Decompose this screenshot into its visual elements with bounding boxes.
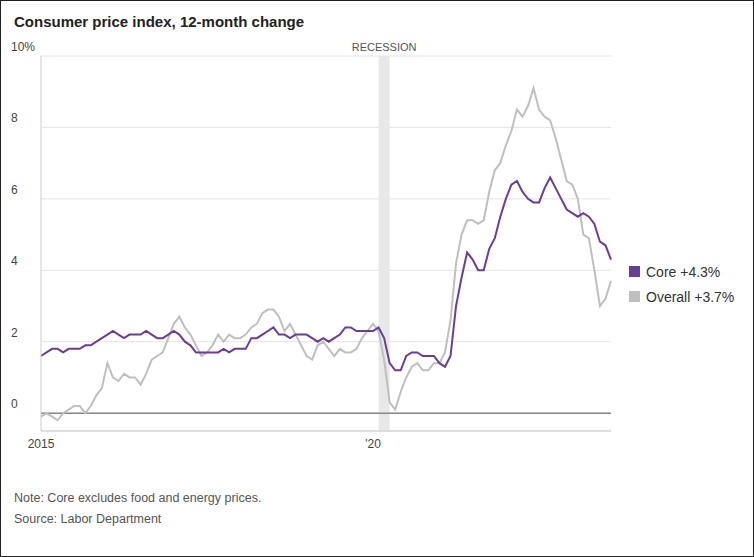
- svg-text:0: 0: [11, 397, 18, 411]
- html-text:Overall +3.7%: Overall +3.7%: [646, 288, 735, 305]
- html-text:Core +4.3%: Core +4.3%: [646, 263, 721, 280]
- svg-text:RECESSION: RECESSION: [352, 41, 417, 53]
- svg-text:2015: 2015: [28, 437, 55, 451]
- svg-text:8: 8: [11, 111, 18, 125]
- svg-text:10%: 10%: [11, 40, 35, 54]
- svg-text:6: 6: [11, 183, 18, 197]
- html-text:Consumer price index, 12-month: Consumer price index, 12-month change: [14, 13, 305, 30]
- html-text:Note: Core excludes food and e: Note: Core excludes food and energy pric…: [14, 491, 262, 505]
- svg-text:'20: '20: [365, 437, 381, 451]
- svg-text:2: 2: [11, 326, 18, 340]
- html-text:Source: Labor Department: Source: Labor Department: [14, 512, 162, 526]
- svg-text:4: 4: [11, 254, 18, 268]
